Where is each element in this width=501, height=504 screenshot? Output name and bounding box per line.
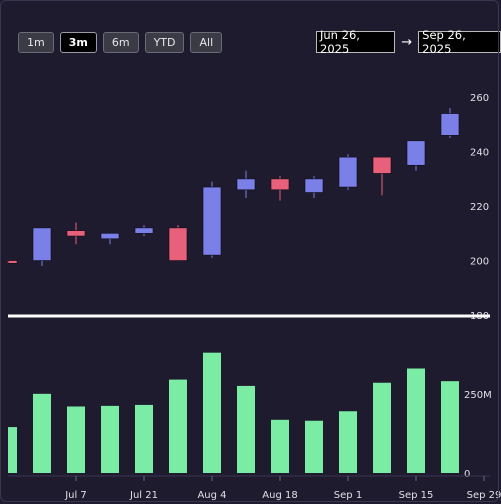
range-button-6m[interactable]: 6m [102, 32, 139, 53]
candle-body [66, 230, 86, 237]
x-tick-label: Aug 18 [262, 490, 297, 501]
x-tick-label: Jul 21 [129, 490, 158, 501]
candle-body [236, 178, 256, 191]
price-tick-label: 200 [470, 257, 489, 268]
volume-bar [101, 405, 119, 473]
candle-body [406, 140, 426, 166]
x-tick-label: Sep 1 [334, 490, 362, 501]
candle-body [168, 227, 188, 261]
range-button-1m[interactable]: 1m [18, 32, 54, 53]
price-tick-label: 240 [470, 148, 489, 159]
date-range: Jun 26, 2025 → Sep 26, 2025 [316, 28, 501, 56]
volume-bar [373, 382, 391, 473]
x-tick-label: Sep 29 [467, 490, 501, 501]
range-button-ytd[interactable]: YTD [144, 32, 185, 53]
candle-body [100, 233, 120, 240]
candle-body [202, 186, 222, 256]
volume-bar [339, 411, 357, 473]
volume-bar [271, 419, 289, 473]
date-to-input[interactable]: Sep 26, 2025 [418, 28, 501, 56]
price-tick-label: 260 [470, 93, 489, 104]
volume-tick-label: 0 [464, 469, 470, 480]
volume-bar [8, 427, 17, 473]
candle-body [338, 156, 358, 188]
arrow-right-icon: → [401, 34, 413, 50]
x-tick-label: Sep 15 [399, 490, 434, 501]
volume-bar [237, 385, 255, 473]
candle-body [7, 260, 18, 264]
x-tick-label: Aug 4 [197, 490, 226, 501]
volume-bar [169, 379, 187, 473]
volume-bar [203, 352, 221, 473]
range-button-all[interactable]: All [190, 32, 223, 53]
date-from-input[interactable]: Jun 26, 2025 [316, 28, 396, 56]
volume-bar [305, 420, 323, 473]
candle-body [440, 113, 460, 136]
range-selector: 1m 3m 6m YTD All [18, 32, 223, 53]
candle-body [270, 178, 290, 191]
range-button-3m[interactable]: 3m [59, 32, 97, 53]
volume-bar [407, 368, 425, 473]
volume-bar [33, 393, 51, 473]
volume-tick-label: 250M [464, 390, 492, 401]
volume-bar [135, 404, 153, 473]
volume-bar [67, 406, 85, 473]
price-tick-label: 220 [470, 202, 489, 213]
candle-body [32, 227, 52, 261]
candle-body [134, 227, 154, 234]
volume-bar [441, 381, 459, 473]
candle-body [372, 156, 392, 174]
x-tick-label: Jul 7 [64, 490, 87, 501]
candle-body [304, 178, 324, 193]
